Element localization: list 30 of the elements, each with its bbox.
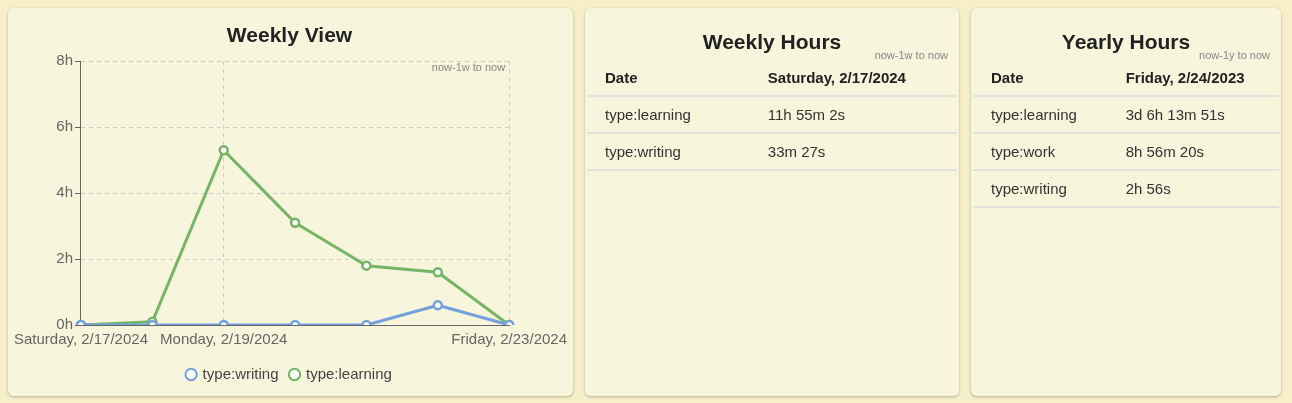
text: type:work bbox=[991, 143, 1056, 160]
text: Friday, 2/24/2023 bbox=[1125, 69, 1245, 86]
legend-label: type:learning bbox=[305, 364, 392, 382]
legend-label: type:writing bbox=[202, 364, 279, 382]
text: 33m 27s bbox=[767, 143, 826, 160]
text: type:learning bbox=[991, 106, 1077, 123]
y-tick-label: 6h bbox=[56, 117, 73, 135]
y-tick-label: 8h bbox=[56, 51, 73, 69]
text: type:writing bbox=[605, 143, 681, 160]
x-tick-label: Saturday, 2/17/2024 bbox=[13, 330, 148, 348]
text: now-1y to now bbox=[1199, 49, 1270, 61]
text: Saturday, 2/17/2024 bbox=[767, 69, 906, 86]
text: Weekly Hours bbox=[702, 30, 842, 53]
annotation: now-1w to now bbox=[431, 60, 506, 73]
x-tick-label: Friday, 2/23/2024 bbox=[451, 330, 568, 348]
text: Date bbox=[991, 69, 1024, 86]
y-tick-label: 0h bbox=[56, 315, 73, 333]
text: type:learning bbox=[605, 106, 691, 123]
y-tick-label: 2h bbox=[56, 249, 73, 267]
y-tick-label: 4h bbox=[56, 183, 73, 201]
text: Date bbox=[605, 69, 638, 86]
text: type:writing bbox=[991, 180, 1067, 197]
text: Yearly Hours bbox=[1061, 30, 1191, 53]
text: 2h 56s bbox=[1125, 180, 1171, 197]
text: now-1w to now bbox=[874, 49, 948, 61]
text: 3d 6h 13m 51s bbox=[1125, 106, 1225, 123]
x-tick-label: Monday, 2/19/2024 bbox=[160, 330, 288, 348]
text: 11h 55m 2s bbox=[767, 106, 846, 123]
text: 8h 56m 20s bbox=[1125, 143, 1205, 160]
chart-title: Weekly View bbox=[226, 23, 353, 47]
